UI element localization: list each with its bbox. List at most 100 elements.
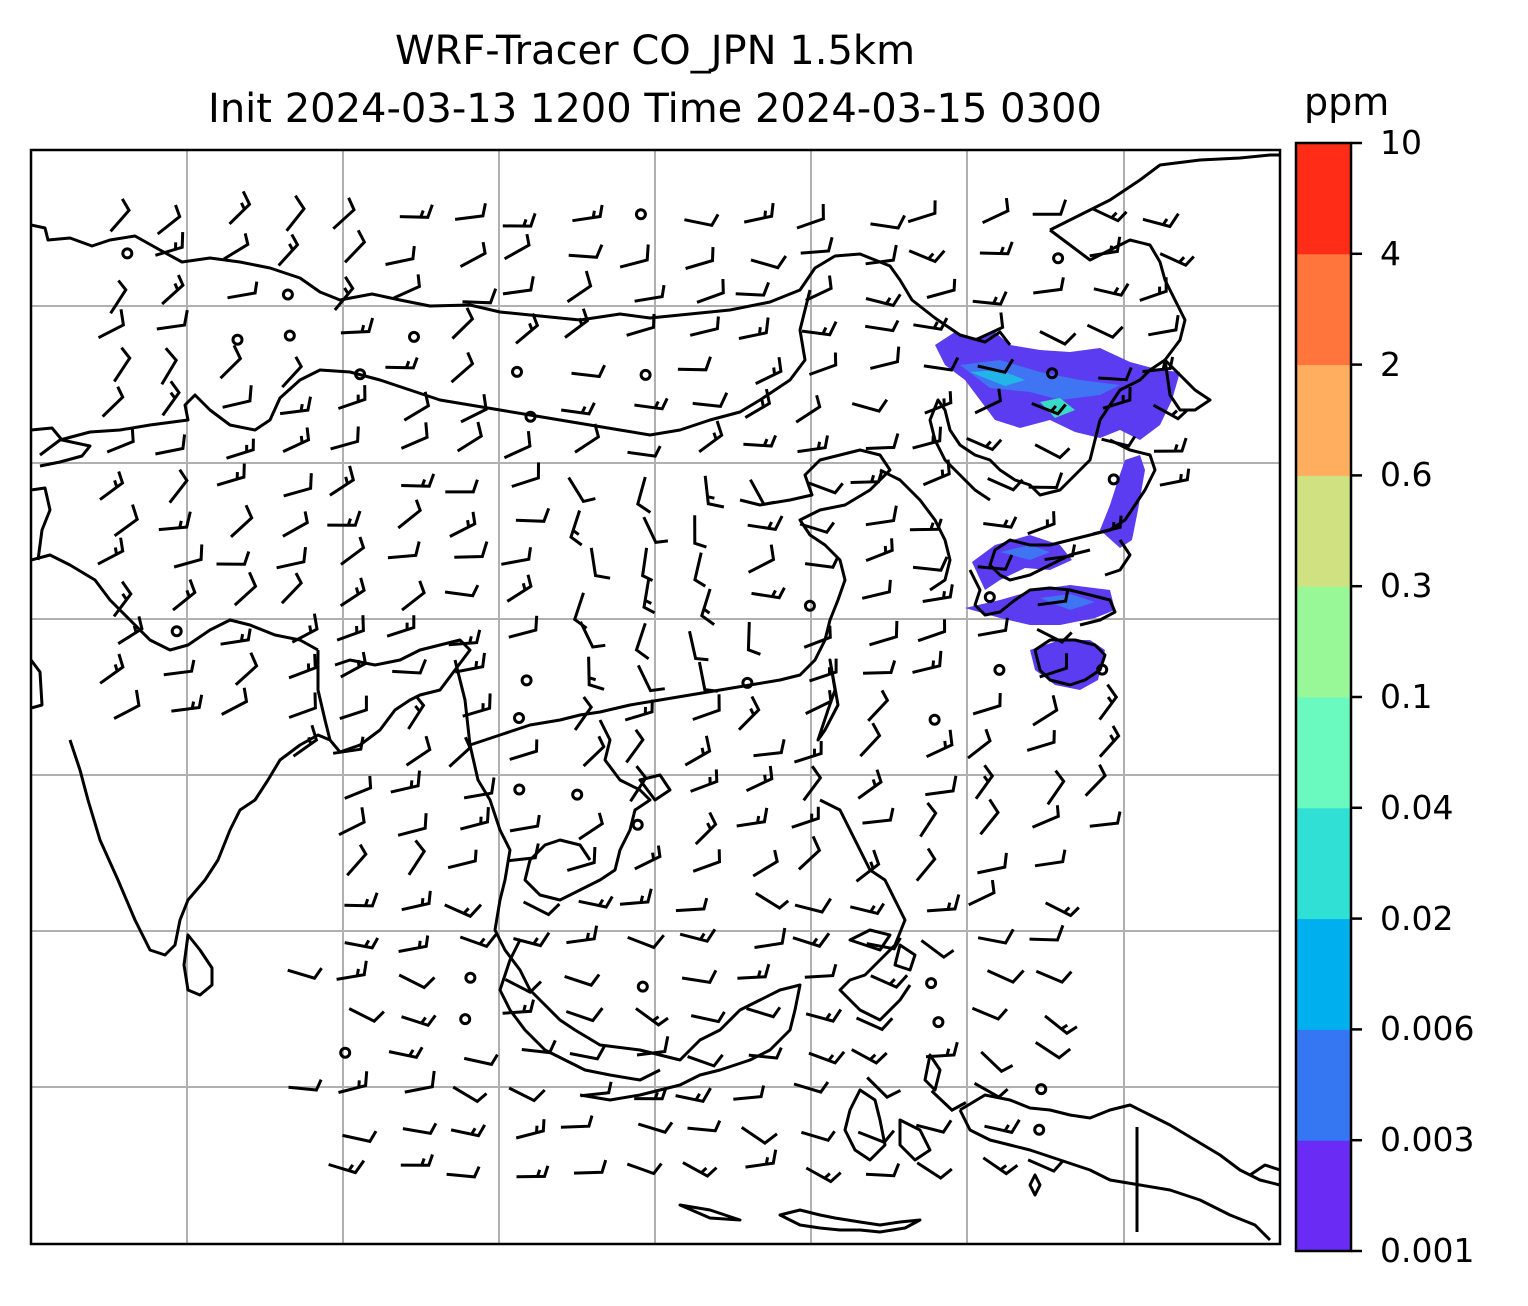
wind-barb: [976, 312, 1005, 341]
wind-barb: [338, 807, 366, 837]
wind-barb: [979, 798, 1000, 836]
wind-barb: [619, 244, 650, 269]
wind-barb: [1159, 252, 1195, 268]
wind-barb: [393, 274, 422, 300]
wind-barb: [925, 729, 954, 759]
wind-barb: [521, 1039, 557, 1055]
calm-marker: [928, 713, 941, 726]
wind-barb: [748, 1046, 783, 1060]
wind-barb: [1037, 589, 1070, 607]
wind-barb: [226, 438, 255, 460]
wind-barb: [923, 356, 960, 372]
wind-barb: [980, 1050, 1014, 1074]
wind-barb: [743, 202, 775, 224]
wind-barb: [1098, 725, 1121, 758]
wind-barb: [452, 1085, 488, 1104]
wind-barb: [1034, 849, 1067, 868]
wind-barb: [685, 247, 715, 270]
wind-barb: [568, 244, 604, 259]
wind-barb: [564, 973, 601, 987]
calm-marker: [634, 208, 647, 221]
wind-barb: [566, 846, 597, 872]
wind-barb: [506, 574, 533, 603]
wind-barb: [223, 233, 250, 261]
wind-barb: [511, 462, 540, 488]
wind-barb: [336, 615, 365, 642]
wind-barb: [624, 699, 654, 722]
wind-barb: [502, 212, 537, 228]
wind-barb: [160, 347, 179, 386]
wind-barb: [808, 1050, 846, 1065]
wind-barb: [791, 806, 820, 829]
wind-barb: [635, 1007, 669, 1027]
wind-barb: [287, 967, 323, 980]
map-title-line2: Init 2024-03-13 1200 Time 2024-03-15 030…: [208, 86, 1102, 132]
wind-barbs: [97, 190, 1195, 1184]
wind-barb: [924, 391, 953, 415]
wind-barb: [1089, 236, 1122, 258]
wind-barb: [867, 689, 890, 722]
wind-barb: [229, 504, 254, 539]
wind-barb: [445, 479, 479, 494]
wind-barb: [228, 190, 252, 225]
wind-barb: [567, 476, 596, 504]
wind-barb: [292, 724, 319, 758]
wind-barb: [700, 588, 716, 626]
wind-barb: [753, 738, 786, 758]
wind-barb: [968, 879, 996, 907]
wind-barb: [405, 735, 432, 767]
wind-barb: [385, 356, 419, 370]
wind-barb: [866, 1076, 902, 1100]
wind-barb: [340, 536, 366, 566]
wind-barb: [444, 584, 480, 598]
wind-barb: [908, 249, 946, 264]
wind-barb: [687, 1119, 722, 1133]
wind-barb: [390, 770, 421, 794]
wind-barb: [400, 422, 429, 450]
wind-barb: [1031, 805, 1060, 829]
wind-barb: [859, 722, 882, 758]
wind-barb: [747, 515, 784, 531]
wind-barb: [344, 892, 379, 908]
wind-barb: [977, 928, 1015, 945]
wind-barb: [1028, 472, 1064, 490]
wind-barb: [1027, 1158, 1064, 1173]
wind-barb: [690, 769, 719, 793]
wind-barb: [113, 346, 132, 383]
wind-barb: [865, 433, 900, 450]
wind-barb: [634, 397, 669, 411]
wind-barb: [1031, 402, 1067, 416]
wind-barb: [280, 572, 304, 605]
wind-barb: [740, 1126, 778, 1145]
wind-barb: [634, 1086, 668, 1101]
wind-barb: [1153, 437, 1188, 453]
wind-barb: [735, 281, 770, 297]
wind-barb: [285, 194, 306, 232]
wind-barb: [451, 307, 475, 340]
wind-barb: [642, 579, 656, 615]
map-title-line1: WRF-Tracer CO_JPN 1.5km: [394, 28, 916, 74]
colorbar-tick-label: 10: [1380, 123, 1422, 162]
wind-barb: [401, 890, 432, 912]
wind-barb: [109, 279, 128, 315]
wind-barb: [795, 394, 822, 424]
wind-barb: [448, 629, 482, 647]
wind-barb: [1036, 627, 1073, 644]
wind-barb: [909, 518, 943, 532]
colorbar-ticks: [1351, 141, 1362, 1253]
wind-barb: [865, 244, 898, 266]
calm-marker: [1033, 1123, 1046, 1136]
wind-barb: [407, 695, 426, 730]
wind-barb: [690, 1011, 726, 1024]
wind-barb: [754, 927, 787, 949]
wind-barb: [1033, 277, 1065, 295]
wind-barb: [916, 1161, 953, 1180]
wind-barb: [1034, 443, 1071, 460]
wind-barb: [870, 974, 909, 989]
wind-barb: [869, 620, 899, 647]
wind-barb: [171, 694, 204, 713]
wind-barb: [636, 1036, 670, 1057]
wind-barb: [744, 388, 772, 419]
wind-barb: [805, 690, 833, 715]
